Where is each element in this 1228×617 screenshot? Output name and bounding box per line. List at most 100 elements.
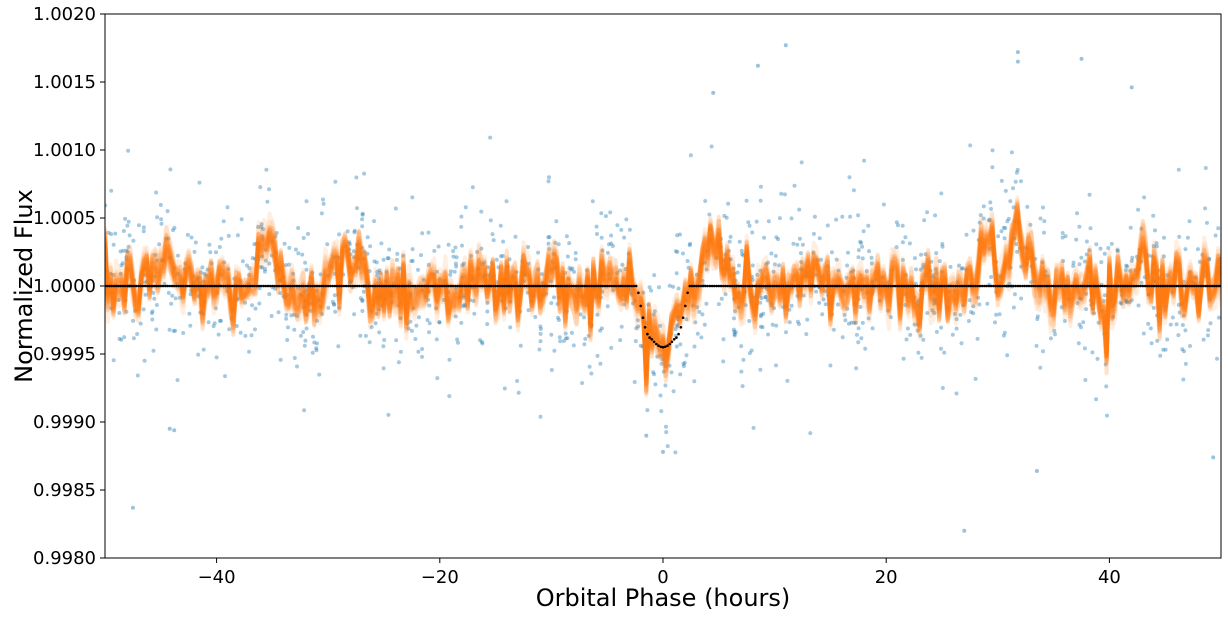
transit-model-point <box>601 284 604 288</box>
data-point <box>856 248 861 253</box>
data-point <box>1154 279 1158 284</box>
data-point <box>754 219 759 224</box>
data-point <box>303 260 308 265</box>
data-point <box>817 236 822 241</box>
data-point <box>573 257 578 262</box>
data-point <box>782 280 787 285</box>
data-point <box>928 268 933 273</box>
transit-model-point <box>663 345 667 349</box>
data-point <box>326 305 331 310</box>
data-point <box>556 318 561 322</box>
transit-model-point <box>197 284 200 288</box>
data-point <box>843 318 848 323</box>
data-point <box>365 235 370 240</box>
data-point <box>1200 252 1205 257</box>
data-point <box>360 217 365 222</box>
data-point <box>151 290 156 295</box>
data-point <box>776 237 781 242</box>
transit-model-point <box>657 344 660 348</box>
data-point <box>933 213 938 218</box>
data-point <box>1181 313 1186 318</box>
data-point <box>192 249 197 254</box>
data-point <box>420 354 424 359</box>
data-point <box>416 267 420 272</box>
transit-model-point <box>175 284 178 288</box>
data-point <box>901 356 906 361</box>
transit-model-point <box>628 284 631 288</box>
data-point <box>508 325 513 330</box>
data-point <box>1060 231 1065 235</box>
data-point <box>361 289 366 294</box>
transit-model-point <box>768 284 772 288</box>
data-point <box>419 253 423 258</box>
data-point <box>766 332 770 337</box>
data-point <box>1026 247 1030 251</box>
data-point <box>744 198 749 203</box>
data-point <box>1208 321 1213 326</box>
transit-model-point <box>804 284 808 288</box>
data-point <box>782 192 787 197</box>
data-point <box>693 320 698 325</box>
data-point <box>904 337 909 342</box>
data-point <box>386 256 391 261</box>
data-point <box>321 197 325 202</box>
data-point <box>226 233 231 238</box>
data-point <box>250 256 255 261</box>
data-point <box>362 171 367 176</box>
data-point <box>792 183 797 188</box>
data-point <box>332 302 337 307</box>
data-point <box>971 228 976 233</box>
data-point <box>769 251 774 256</box>
data-point <box>921 337 926 342</box>
data-point <box>295 364 299 369</box>
data-point <box>455 337 460 342</box>
data-point <box>442 278 447 283</box>
data-point <box>427 330 431 335</box>
data-point <box>360 298 365 302</box>
data-point <box>646 302 651 307</box>
data-point <box>1124 299 1129 304</box>
transit-model-point <box>358 284 361 288</box>
transit-model-point <box>204 284 207 288</box>
data-point <box>821 297 826 302</box>
data-point <box>475 250 480 254</box>
data-point <box>846 321 851 326</box>
data-point <box>441 298 446 302</box>
data-point <box>197 180 202 185</box>
data-point <box>564 309 569 314</box>
data-point <box>117 311 122 315</box>
data-point <box>278 357 283 362</box>
data-point <box>1106 246 1111 250</box>
data-point <box>1074 237 1079 242</box>
data-point <box>954 326 959 331</box>
plot-area <box>105 43 1221 533</box>
data-point <box>356 256 361 261</box>
data-point <box>360 224 365 229</box>
data-point <box>1035 317 1040 321</box>
transit-model-point <box>1117 284 1120 288</box>
data-point <box>437 320 442 325</box>
data-point <box>256 241 261 246</box>
data-point <box>854 332 859 337</box>
data-point <box>539 272 544 277</box>
data-point <box>770 322 775 327</box>
data-point <box>435 376 440 381</box>
data-point <box>479 340 484 344</box>
data-point <box>490 232 495 237</box>
data-point <box>1003 226 1008 230</box>
transit-model-point <box>641 316 645 320</box>
data-point <box>620 262 625 267</box>
data-point <box>273 234 278 239</box>
data-point <box>434 337 439 342</box>
data-point <box>931 298 936 303</box>
transit-model-point <box>161 284 165 288</box>
data-point <box>393 206 398 211</box>
data-point <box>1124 300 1129 305</box>
transit-model-point <box>1186 284 1189 288</box>
y-tick-label: 0.9995 <box>33 344 96 365</box>
data-point <box>448 269 453 274</box>
data-point <box>558 339 563 344</box>
data-point <box>538 324 543 329</box>
data-point <box>862 158 867 163</box>
data-point <box>652 372 657 377</box>
